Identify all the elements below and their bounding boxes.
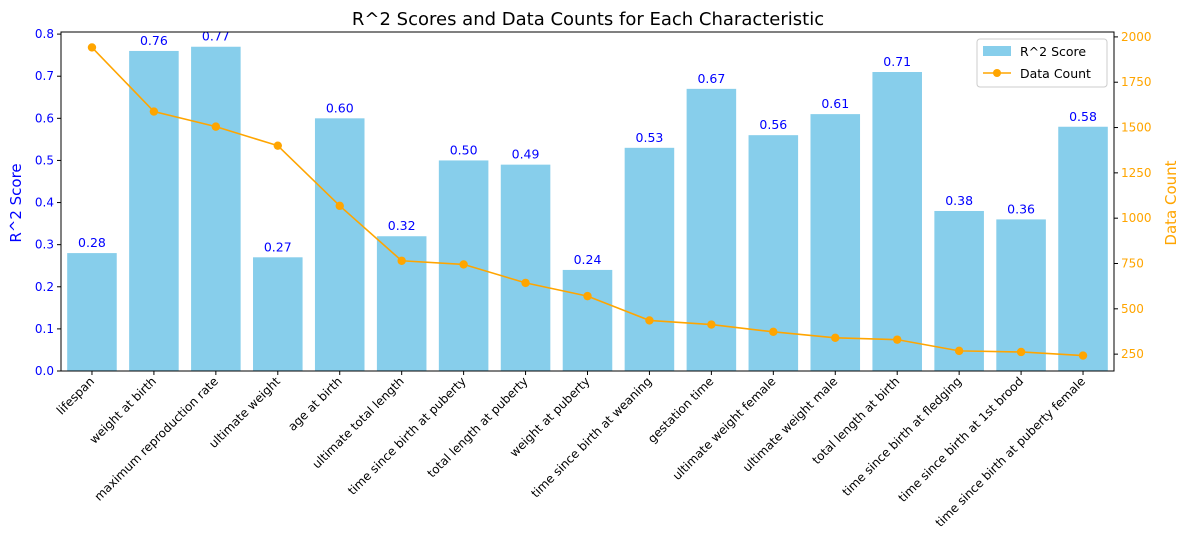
bar-value-label-8: 0.24 — [574, 252, 602, 267]
legend: R^2 Score Data Count — [976, 38, 1108, 88]
y-tick-label-2: 0.2 — [35, 280, 54, 294]
data-count-point-4 — [335, 201, 344, 211]
bar-value-label-1: 0.76 — [140, 33, 168, 48]
y-tick-label-6: 0.6 — [35, 111, 54, 125]
bar-16 — [1058, 126, 1108, 371]
bar-14 — [934, 210, 984, 371]
y-tick-label-0: 0.0 — [35, 364, 54, 378]
data-count-point-11 — [769, 327, 778, 337]
data-count-point-14 — [954, 346, 964, 356]
legend-bar-swatch — [983, 46, 1011, 56]
data-count-point-3 — [273, 141, 282, 150]
x-tick-label-6: time since birth at puberty — [345, 374, 469, 498]
y2-tick-label-6: 1750 — [1121, 75, 1152, 89]
legend-line-marker — [993, 69, 1001, 77]
bar-0 — [67, 253, 117, 371]
bar-5 — [376, 236, 427, 371]
x-tick-label-0: lifespan — [54, 374, 97, 417]
bar-value-label-7: 0.49 — [512, 147, 540, 162]
bar-value-label-9: 0.53 — [636, 130, 664, 145]
x-tick-label-14: time since birth at fledging — [839, 374, 964, 499]
bar-12 — [810, 114, 861, 372]
y2-tick-label-4: 1250 — [1121, 166, 1152, 180]
bar-1 — [129, 50, 179, 371]
bar-value-label-10: 0.67 — [697, 71, 725, 86]
bars-layer: 0.28 0.76 0.77 0.27 0.60 0.32 0.50 0.49 0.24 0.53… — [67, 29, 1108, 372]
y2-tick-label-7: 2000 — [1121, 30, 1152, 44]
data-count-point-7 — [521, 278, 530, 288]
bar-value-label-0: 0.28 — [78, 235, 106, 250]
bar-13 — [872, 72, 922, 371]
data-count-point-6 — [459, 260, 468, 269]
bar-15 — [996, 219, 1046, 371]
data-count-point-13 — [893, 335, 902, 344]
bar-value-label-3: 0.27 — [264, 239, 292, 254]
legend-line-label: Data Count — [1020, 66, 1091, 81]
data-count-point-5 — [397, 256, 406, 265]
bar-value-label-13: 0.71 — [883, 54, 911, 69]
x-tick-label-10: gestation time — [645, 374, 717, 446]
y2-axis-label: Data Count — [1162, 160, 1180, 245]
data-count-point-10 — [707, 320, 716, 329]
bar-7 — [500, 164, 551, 371]
bar-value-label-2: 0.77 — [202, 29, 230, 44]
x-tick-label-4: age at birth — [285, 374, 345, 434]
y2-tick-label-5: 1500 — [1121, 121, 1152, 135]
bar-9 — [624, 147, 675, 371]
y-tick-label-4: 0.4 — [35, 196, 54, 210]
bar-value-label-11: 0.56 — [759, 117, 787, 132]
legend-bar-label: R^2 Score — [1020, 44, 1086, 59]
y-axis-label: R^2 Score — [7, 163, 25, 242]
bar-8 — [562, 269, 613, 371]
bar-value-label-6: 0.50 — [450, 142, 478, 157]
data-count-point-16 — [1078, 351, 1088, 360]
data-count-point-9 — [645, 316, 654, 325]
y-tick-label-8: 0.8 — [35, 27, 54, 41]
bar-value-label-12: 0.61 — [821, 96, 849, 111]
chart-title: R^2 Scores and Data Counts for Each Char… — [352, 9, 824, 30]
bar-3 — [253, 257, 303, 371]
x-tick-label-15: time since birth at 1st brood — [896, 374, 1027, 505]
y-tick-label-5: 0.5 — [35, 153, 54, 167]
y-tick-label-1: 0.1 — [35, 322, 54, 336]
bar-value-label-4: 0.60 — [326, 100, 354, 115]
y-tick-label-7: 0.7 — [35, 69, 54, 83]
data-count-point-8 — [583, 291, 592, 301]
x-tick-label-7: total length at puberty — [425, 374, 531, 480]
data-count-point-15 — [1016, 347, 1026, 357]
x-tick-label-11: ultimate weight female — [670, 374, 779, 483]
y2-tick-label-2: 750 — [1121, 256, 1144, 270]
bar-value-label-16: 0.58 — [1069, 109, 1097, 124]
data-count-point-12 — [831, 333, 840, 343]
line-layer — [87, 43, 1088, 360]
x-tick-label-2: maximum reproduction rate — [92, 374, 221, 503]
data-count-point-1 — [149, 107, 159, 116]
data-count-point-0 — [87, 43, 97, 52]
x-tick-label-9: time since birth at weaning — [528, 374, 654, 500]
y2-tick-label-1: 500 — [1121, 302, 1144, 316]
bar-value-label-5: 0.32 — [388, 218, 416, 233]
bar-4 — [314, 118, 365, 371]
bar-value-label-15: 0.36 — [1007, 201, 1035, 216]
bar-2 — [191, 46, 241, 372]
bar-value-label-14: 0.38 — [945, 193, 973, 208]
y2-tick-label-0: 250 — [1121, 347, 1144, 361]
data-count-point-2 — [211, 122, 221, 131]
y-tick-label-3: 0.3 — [35, 238, 54, 252]
y2-tick-label-3: 1000 — [1121, 211, 1152, 225]
